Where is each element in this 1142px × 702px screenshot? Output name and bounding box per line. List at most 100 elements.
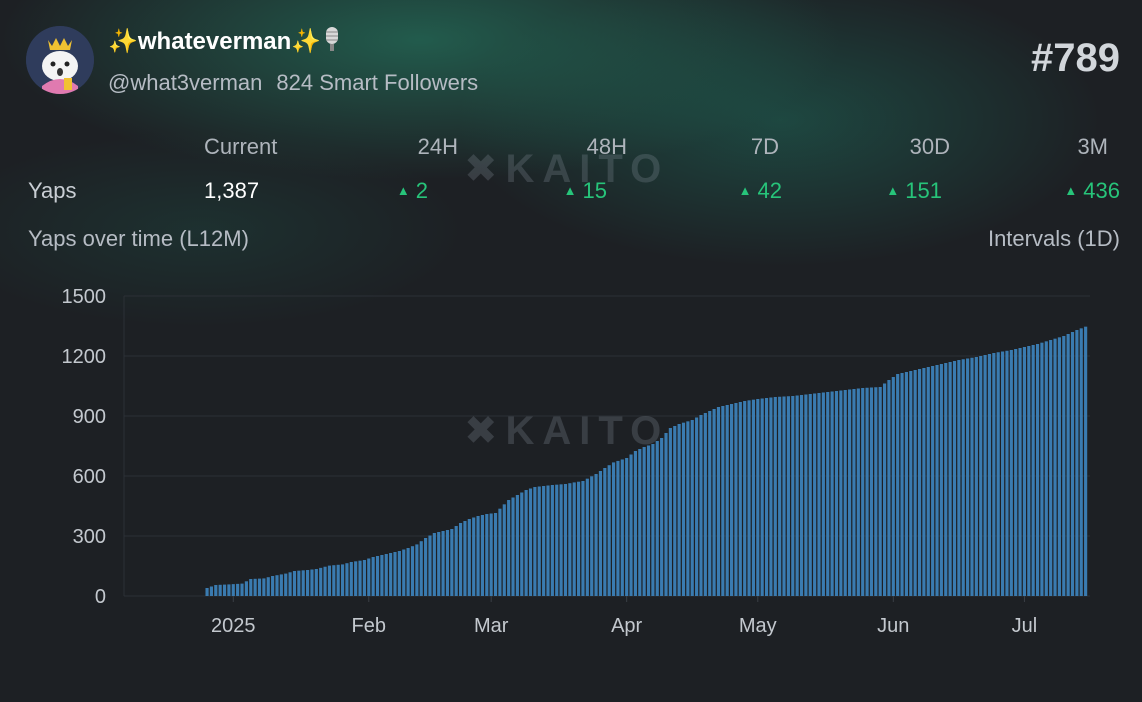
bar[interactable] [931, 366, 935, 596]
bar[interactable] [231, 584, 235, 596]
bar[interactable] [354, 561, 358, 596]
bar[interactable] [939, 364, 943, 596]
bar[interactable] [983, 355, 987, 596]
bar[interactable] [738, 402, 742, 596]
bar[interactable] [642, 447, 646, 596]
bar[interactable] [874, 387, 878, 596]
bar[interactable] [651, 444, 655, 596]
bar[interactable] [262, 578, 266, 596]
bar[interactable] [419, 541, 423, 596]
bar[interactable] [222, 584, 227, 596]
bar[interactable] [257, 578, 262, 596]
bar[interactable] [555, 484, 559, 596]
bar[interactable] [336, 564, 340, 596]
bar[interactable] [882, 383, 887, 597]
bar[interactable] [813, 393, 817, 597]
bar[interactable] [362, 560, 366, 596]
bar[interactable] [568, 483, 572, 596]
bar[interactable] [1027, 346, 1031, 596]
bar[interactable] [703, 413, 707, 596]
bar[interactable] [550, 485, 554, 596]
bar[interactable] [917, 369, 922, 596]
bar[interactable] [913, 370, 917, 596]
bar[interactable] [528, 488, 533, 597]
bar[interactable] [472, 517, 476, 597]
bar[interactable] [808, 394, 812, 596]
bar[interactable] [996, 352, 1000, 596]
bar[interactable] [625, 458, 629, 596]
bar[interactable] [607, 465, 611, 596]
bar[interactable] [730, 404, 734, 596]
bar[interactable] [349, 562, 353, 596]
bar[interactable] [205, 588, 209, 596]
bar[interactable] [756, 399, 760, 596]
bar[interactable] [493, 513, 498, 596]
bar[interactable] [1014, 349, 1018, 596]
bar[interactable] [957, 360, 961, 596]
bar[interactable] [952, 361, 957, 596]
bar[interactable] [786, 396, 790, 596]
bar[interactable] [974, 357, 978, 596]
bar[interactable] [966, 358, 970, 597]
bar[interactable] [480, 515, 484, 596]
bar[interactable] [734, 403, 738, 596]
bar[interactable] [616, 460, 620, 596]
bar[interactable] [345, 563, 349, 596]
bar[interactable] [441, 531, 445, 596]
bar[interactable] [375, 556, 380, 596]
bar[interactable] [572, 482, 576, 596]
bar[interactable] [410, 546, 415, 596]
bar[interactable] [725, 405, 729, 596]
bar[interactable] [507, 500, 511, 596]
bar[interactable] [935, 365, 939, 596]
bar[interactable] [804, 394, 808, 597]
bar[interactable] [979, 356, 983, 596]
bar[interactable] [944, 363, 948, 596]
bar[interactable] [428, 535, 432, 597]
bar[interactable] [791, 396, 795, 596]
bar[interactable] [1022, 347, 1027, 596]
bar[interactable] [1044, 341, 1048, 596]
bar[interactable] [904, 372, 908, 596]
bar[interactable] [489, 513, 493, 597]
bar[interactable] [1075, 330, 1079, 596]
bar[interactable] [1009, 350, 1013, 596]
bar[interactable] [712, 409, 716, 596]
bar[interactable] [563, 484, 568, 596]
bar[interactable] [681, 422, 686, 596]
bar[interactable] [546, 485, 550, 597]
bar[interactable] [284, 573, 288, 596]
bar[interactable] [585, 478, 589, 596]
bar[interactable] [1079, 328, 1083, 596]
bar[interactable] [620, 459, 624, 596]
bar[interactable] [279, 574, 283, 596]
bar[interactable] [1070, 332, 1075, 596]
bar[interactable] [389, 553, 393, 596]
bar[interactable] [922, 368, 926, 596]
bar[interactable] [1001, 351, 1005, 597]
bar[interactable] [747, 400, 751, 596]
bar[interactable] [660, 438, 664, 596]
bar[interactable] [826, 392, 830, 596]
bar[interactable] [629, 454, 633, 597]
interval-selector[interactable]: Intervals (1D) [987, 226, 1120, 251]
bar[interactable] [384, 554, 388, 596]
bar[interactable] [253, 578, 257, 596]
bar[interactable] [887, 380, 891, 596]
bar[interactable] [415, 544, 419, 596]
bar[interactable] [655, 441, 659, 596]
bar[interactable] [209, 586, 213, 597]
bar[interactable] [236, 583, 240, 596]
bar[interactable] [690, 420, 694, 596]
smart-followers[interactable]: 824 Smart Followers [276, 70, 479, 95]
bar[interactable] [799, 395, 804, 596]
bar[interactable] [581, 481, 585, 596]
yaps-bar-chart[interactable]: 0 300 600 900 1200 1500 2025 Feb Mar Apr May Jun Ju… [0, 270, 1142, 670]
bar[interactable] [533, 487, 537, 596]
bar[interactable] [542, 486, 546, 596]
bar[interactable] [1066, 334, 1070, 596]
bar[interactable] [673, 426, 677, 596]
bar[interactable] [485, 514, 489, 596]
bar[interactable] [244, 581, 248, 596]
bar[interactable] [467, 519, 471, 596]
